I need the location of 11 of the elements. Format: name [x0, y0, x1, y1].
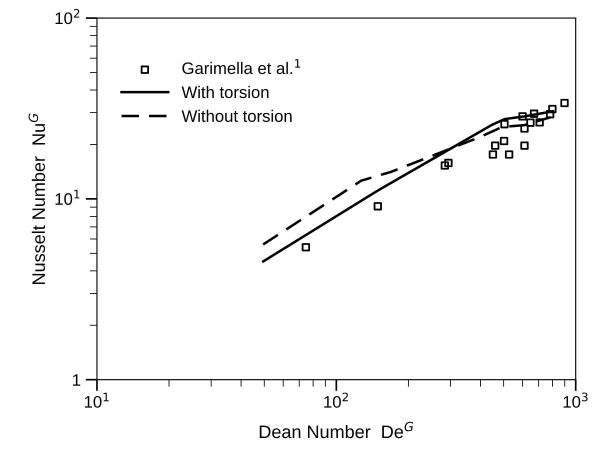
x-tick-label: 10$^{2}$	[324, 392, 348, 408]
legend-label: Without torsion	[182, 110, 292, 122]
y-tick-label: 10$^{2}$	[56, 8, 80, 24]
x-tick-label: 10$^{3}$	[564, 392, 588, 408]
x-axis-title: Dean Number De$^{G}$	[260, 422, 414, 438]
y-tick-label: 1	[72, 374, 80, 386]
x-tick-label: 10$^{1}$	[84, 392, 109, 408]
legend-label: With torsion	[182, 86, 268, 98]
y-tick-label: 10$^{1}$	[56, 190, 80, 205]
y-axis-title: Nusselt Number Nu$^{G}$	[28, 114, 46, 284]
legend-label: Garimella et al.$^{1}$	[182, 59, 300, 74]
